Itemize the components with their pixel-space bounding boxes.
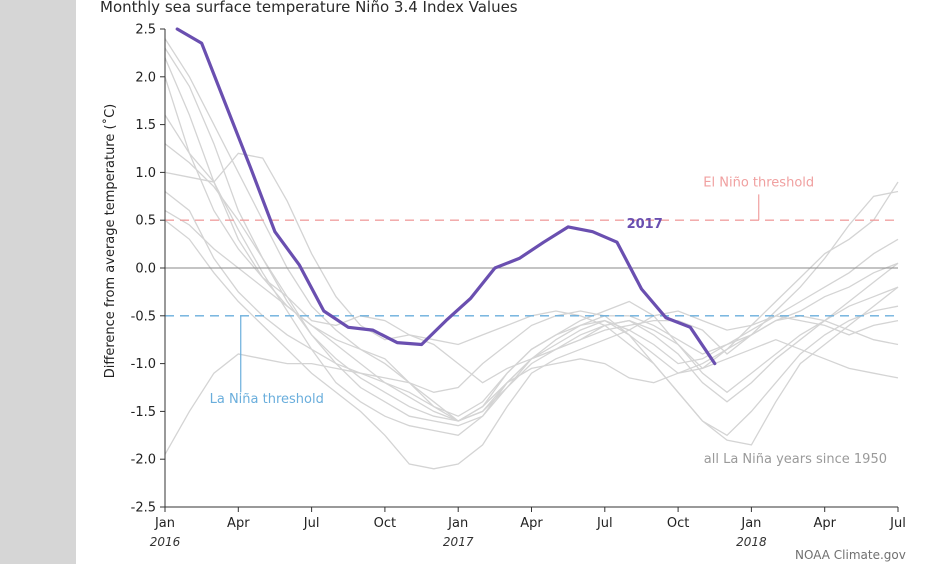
chart-title: Monthly sea surface temperature Niño 3.4… <box>100 0 518 16</box>
axes: 2.52.01.51.00.50.0-0.5-1.0-1.5-2.0-2.5Ja… <box>102 23 906 550</box>
y-tick-label: 2.5 <box>135 23 156 38</box>
y-tick-label: -2.0 <box>131 453 156 468</box>
y-axis-label: Difference from average temperature (˚C) <box>102 104 118 378</box>
x-tick-label: Jul <box>596 516 613 531</box>
x-tick-label: Apr <box>813 516 836 531</box>
y-tick-label: -1.0 <box>131 357 156 372</box>
series-2017-line <box>175 27 717 366</box>
x-tick-label: Jul <box>303 516 320 531</box>
la-nina-year-line-11 <box>164 143 899 422</box>
x-tick-label: Jan <box>447 516 468 531</box>
la-nina-year-line-6 <box>164 219 899 470</box>
x-year-label: 2016 <box>150 535 181 549</box>
la-nina-year-line-9 <box>164 152 899 384</box>
la-nina-year-line-8 <box>164 286 899 455</box>
x-tick-label: Jan <box>154 516 175 531</box>
background-series-label: all La Niña years since 1950 <box>704 452 887 467</box>
y-tick-label: 1.0 <box>135 166 156 181</box>
y-tick-label: 0.5 <box>135 214 156 229</box>
series-2017-label: 2017 <box>627 217 663 232</box>
x-tick-label: Oct <box>667 516 689 531</box>
y-tick-label: -1.5 <box>131 405 156 420</box>
x-tick-label: Oct <box>374 516 396 531</box>
highlight-series-group: 2017 <box>175 27 717 366</box>
la-nina-year-line-4 <box>164 114 899 436</box>
y-tick-label: -2.5 <box>131 501 156 516</box>
y-tick-label: 0.0 <box>135 262 156 277</box>
el-nino-threshold-label: El Niño threshold <box>703 176 814 191</box>
la-nina-threshold-label: La Niña threshold <box>210 392 324 407</box>
reference-lines <box>165 219 898 317</box>
x-tick-label: Jan <box>740 516 761 531</box>
y-tick-label: 2.0 <box>135 70 156 85</box>
y-tick-label: -0.5 <box>131 309 156 324</box>
source-credit: NOAA Climate.gov <box>795 548 906 562</box>
la-nina-year-line-3 <box>164 57 899 422</box>
x-tick-label: Apr <box>520 516 543 531</box>
x-year-label: 2018 <box>736 535 767 549</box>
x-tick-label: Jul <box>889 516 906 531</box>
x-tick-label: Apr <box>227 516 250 531</box>
la-nina-year-line-10 <box>164 181 899 422</box>
x-year-label: 2017 <box>443 535 474 549</box>
annotations: El Niño threshold La Niña threshold all La… <box>210 176 887 467</box>
y-tick-label: 1.5 <box>135 118 156 133</box>
